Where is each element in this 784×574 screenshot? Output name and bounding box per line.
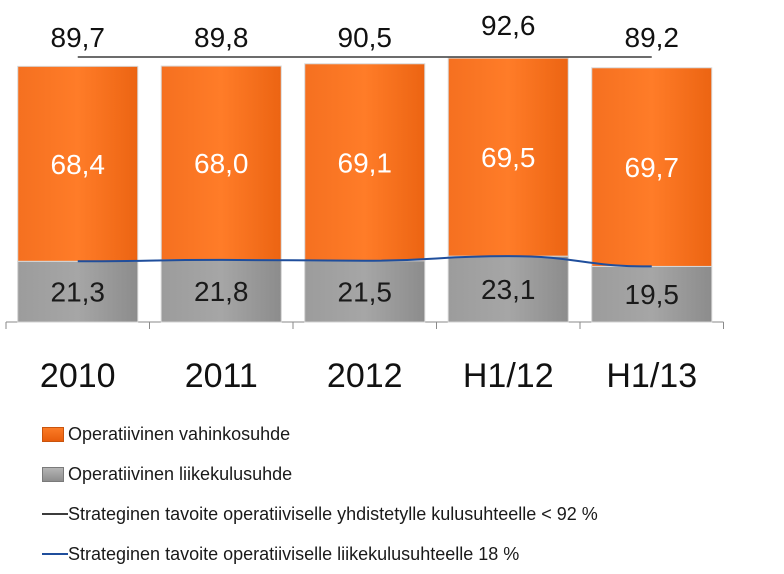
target-line-expense: [77, 255, 652, 268]
bar-liikekulusuhde-3: [447, 255, 569, 323]
data-label-liikekulusuhde: 21,3: [51, 277, 106, 308]
total-label: 90,5: [338, 22, 393, 53]
legend-item-vahinkosuhde: Operatiivinen vahinkosuhde: [42, 414, 598, 454]
bar-vahinkosuhde-3: [447, 57, 569, 257]
legend-swatch-orange: [42, 426, 64, 442]
legend-item-expense-target: Strateginen tavoite operatiiviselle liik…: [42, 534, 598, 574]
bar-vahinkosuhde-4: [591, 67, 713, 267]
legend: Operatiivinen vahinkosuhde Operatiivinen…: [42, 414, 598, 574]
legend-label: Strateginen tavoite operatiiviselle liik…: [68, 543, 520, 564]
legend-label: Strateginen tavoite operatiiviselle yhdi…: [68, 503, 598, 524]
x-tick-label: 2010: [40, 357, 116, 395]
legend-swatch-gray: [42, 466, 64, 482]
bar-vahinkosuhde-2: [304, 63, 426, 262]
total-label: 92,6: [481, 10, 536, 41]
stacked-bar-chart: 21,3 68,4 89,7 2010 21,8 68,0 89,8 2011 21,5 69,1…: [5, 10, 724, 395]
data-label-vahinkosuhde: 68,0: [194, 148, 249, 179]
legend-line-black: [42, 513, 68, 515]
data-label-vahinkosuhde: 69,7: [625, 152, 680, 183]
legend-item-liikekulusuhde: Operatiivinen liikekulusuhde: [42, 454, 598, 494]
bar-vahinkosuhde-0: [17, 65, 139, 262]
bar-liikekulusuhde-1: [160, 259, 282, 323]
data-label-vahinkosuhde: 68,4: [51, 149, 106, 180]
data-label-liikekulusuhde: 21,5: [338, 276, 393, 307]
total-label: 89,8: [194, 22, 249, 53]
data-label-liikekulusuhde: 21,8: [194, 276, 249, 307]
data-label-liikekulusuhde: 23,1: [481, 274, 536, 305]
bar-vahinkosuhde-1: [160, 65, 282, 261]
x-tick-label: H1/12: [463, 357, 554, 395]
bar-liikekulusuhde-2: [304, 260, 426, 323]
total-label: 89,7: [51, 22, 106, 53]
data-label-vahinkosuhde: 69,1: [338, 147, 393, 178]
data-label-vahinkosuhde: 69,5: [481, 142, 536, 173]
legend-line-blue: [42, 553, 68, 555]
x-tick-label: 2011: [185, 357, 258, 395]
bar-liikekulusuhde-0: [17, 260, 139, 323]
legend-label: Operatiivinen vahinkosuhde: [68, 423, 291, 444]
legend-item-combined-target: Strateginen tavoite operatiiviselle yhdi…: [42, 494, 598, 534]
legend-label: Operatiivinen liikekulusuhde: [68, 463, 293, 484]
total-label: 89,2: [625, 22, 680, 53]
x-tick-label: H1/13: [606, 357, 697, 395]
x-tick-label: 2012: [327, 357, 403, 395]
bar-liikekulusuhde-4: [591, 265, 713, 323]
data-label-liikekulusuhde: 19,5: [625, 279, 680, 310]
